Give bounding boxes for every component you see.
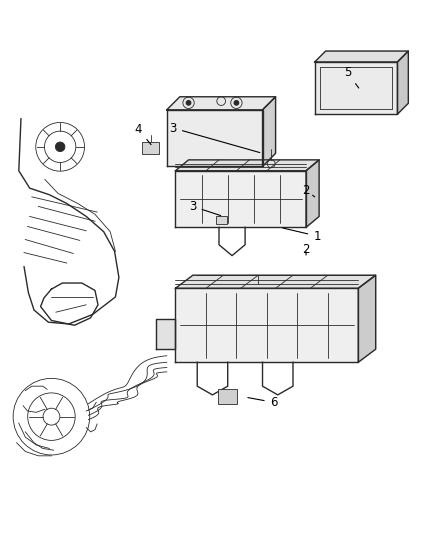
Polygon shape bbox=[176, 275, 376, 288]
FancyBboxPatch shape bbox=[218, 389, 237, 403]
FancyBboxPatch shape bbox=[216, 216, 227, 224]
Polygon shape bbox=[262, 97, 276, 166]
Polygon shape bbox=[167, 97, 276, 110]
Text: 5: 5 bbox=[344, 66, 359, 88]
Text: 3: 3 bbox=[170, 122, 260, 152]
Circle shape bbox=[55, 142, 65, 151]
Text: 2: 2 bbox=[302, 243, 310, 256]
Text: 3: 3 bbox=[189, 200, 221, 215]
Polygon shape bbox=[156, 319, 176, 349]
Polygon shape bbox=[306, 160, 319, 228]
Polygon shape bbox=[176, 160, 319, 171]
Polygon shape bbox=[176, 171, 306, 228]
Circle shape bbox=[186, 101, 191, 105]
Polygon shape bbox=[167, 110, 262, 166]
Polygon shape bbox=[358, 275, 376, 362]
Text: 1: 1 bbox=[283, 228, 321, 243]
Text: 6: 6 bbox=[248, 396, 277, 409]
Text: 4: 4 bbox=[135, 123, 151, 144]
Polygon shape bbox=[176, 288, 358, 362]
Circle shape bbox=[234, 101, 239, 105]
Polygon shape bbox=[397, 51, 408, 114]
Polygon shape bbox=[315, 62, 397, 114]
FancyBboxPatch shape bbox=[142, 142, 159, 154]
Polygon shape bbox=[315, 51, 408, 62]
Text: 2: 2 bbox=[302, 184, 315, 197]
